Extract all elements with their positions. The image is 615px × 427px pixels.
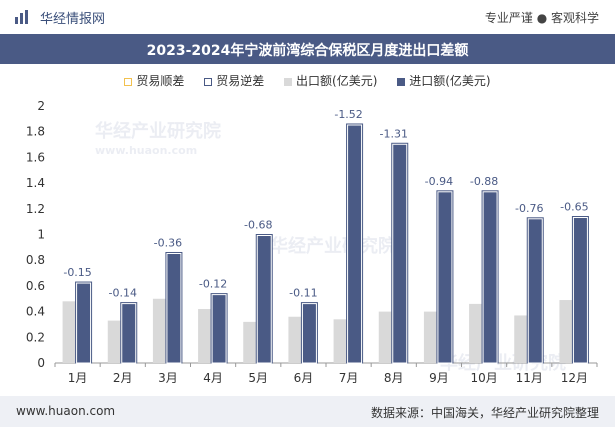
y-tick-label: 0 (37, 356, 45, 370)
x-tick-label: 10月 (470, 371, 497, 385)
footer: www.huaon.com 数据来源：中国海关，华经产业研究院整理 (0, 396, 615, 427)
y-tick-label: 1.8 (26, 125, 45, 139)
balance-label: -1.52 (334, 108, 362, 121)
logo-icon (15, 10, 28, 24)
export-bar (559, 300, 574, 363)
y-tick-label: 1 (37, 228, 45, 242)
balance-label: -0.65 (560, 201, 588, 214)
balance-label: -0.94 (425, 175, 453, 188)
legend-label-import: 进口额(亿美元) (409, 74, 491, 88)
export-bar (514, 315, 529, 363)
legend-item-import: 进口额(亿美元) (397, 72, 491, 89)
y-tick-label: 2 (37, 99, 45, 113)
chart-title: 2023-2024年宁波前湾综合保税区月度进出口差额 (146, 43, 469, 59)
y-tick-label: 1.2 (26, 202, 45, 216)
balance-label: -0.88 (470, 175, 498, 188)
y-tick-label: 0.8 (26, 253, 45, 267)
export-bar (378, 311, 393, 363)
import-bar-inner (121, 303, 137, 364)
import-bar-inner (392, 143, 408, 364)
legend-label-export: 出口额(亿美元) (296, 74, 378, 88)
legend-swatch-deficit (204, 77, 213, 86)
x-tick-label: 7月 (339, 371, 359, 385)
x-tick-label: 8月 (384, 371, 404, 385)
title-bar: 2023-2024年宁波前湾综合保税区月度进出口差额 (0, 34, 615, 64)
balance-label: -0.68 (244, 219, 272, 232)
watermark-text-1: 华经产业研究院 (95, 120, 221, 142)
balance-label: -0.11 (289, 287, 317, 300)
balance-label: -0.14 (109, 287, 137, 300)
chart-legend: 贸易顺差 贸易逆差 出口额(亿美元) 进口额(亿美元) (0, 72, 615, 92)
footer-source: 数据来源：中国海关，华经产业研究院整理 (370, 406, 599, 420)
y-tick-label: 0.2 (26, 330, 45, 344)
y-tick-label: 1.6 (26, 150, 45, 164)
import-bar-inner (301, 303, 317, 364)
import-bar-inner (482, 191, 498, 364)
export-bar (288, 316, 303, 363)
import-bar-inner (76, 282, 92, 364)
balance-label: -0.15 (63, 266, 91, 279)
export-bar (198, 309, 213, 363)
x-tick-label: 9月 (429, 371, 449, 385)
legend-item-surplus: 贸易顺差 (124, 72, 184, 89)
x-tick-label: 4月 (203, 371, 223, 385)
export-bar (423, 311, 438, 363)
y-tick-label: 0.6 (26, 279, 45, 293)
x-tick-label: 12月 (561, 371, 588, 385)
footer-website-link[interactable]: www.huaon.com (16, 404, 116, 418)
legend-swatch-surplus (124, 77, 133, 86)
watermark-text-2: 华经产业研究院 (270, 235, 396, 257)
x-tick-label: 11月 (516, 371, 543, 385)
y-tick-label: 1.4 (26, 176, 45, 190)
import-bar-inner (527, 218, 543, 364)
x-tick-label: 5月 (248, 371, 268, 385)
import-bar-inner (166, 252, 182, 364)
brand-name: 华经情报网 (40, 12, 106, 27)
export-bar (62, 301, 77, 363)
x-tick-label: 2月 (113, 371, 133, 385)
watermark-url-1: www.huaon.com (95, 144, 197, 157)
legend-swatch-export (284, 77, 293, 86)
legend-swatch-import (397, 77, 406, 86)
balance-label: -0.36 (154, 236, 182, 249)
x-tick-label: 3月 (158, 371, 178, 385)
export-bar (107, 320, 122, 363)
legend-label-surplus: 贸易顺差 (136, 74, 185, 88)
export-bar (333, 319, 348, 363)
legend-item-export: 出口额(亿美元) (284, 72, 377, 89)
x-tick-label: 1月 (68, 371, 88, 385)
import-bar-inner (211, 294, 227, 364)
x-tick-label: 6月 (294, 371, 314, 385)
slogan: 专业严谨 ● 客观科学 (484, 11, 599, 25)
import-bar-inner (437, 191, 453, 364)
legend-item-deficit: 贸易逆差 (204, 72, 264, 89)
bar-chart: 华经产业研究院 www.huaon.com 华经产业研究院 华经产业研究院 00… (26, 99, 598, 385)
export-bar (243, 321, 258, 363)
balance-label: -0.76 (515, 202, 543, 215)
export-bar (469, 303, 484, 363)
legend-label-deficit: 贸易逆差 (216, 74, 265, 88)
top-bar: 华经情报网 专业严谨 ● 客观科学 (0, 0, 615, 34)
balance-label: -0.12 (199, 278, 227, 291)
import-bar-inner (347, 124, 363, 364)
import-bar-inner (572, 217, 588, 364)
y-tick-label: 0.4 (26, 305, 45, 319)
export-bar (152, 298, 167, 363)
balance-label: -1.31 (380, 127, 408, 140)
import-bar-inner (256, 235, 272, 364)
